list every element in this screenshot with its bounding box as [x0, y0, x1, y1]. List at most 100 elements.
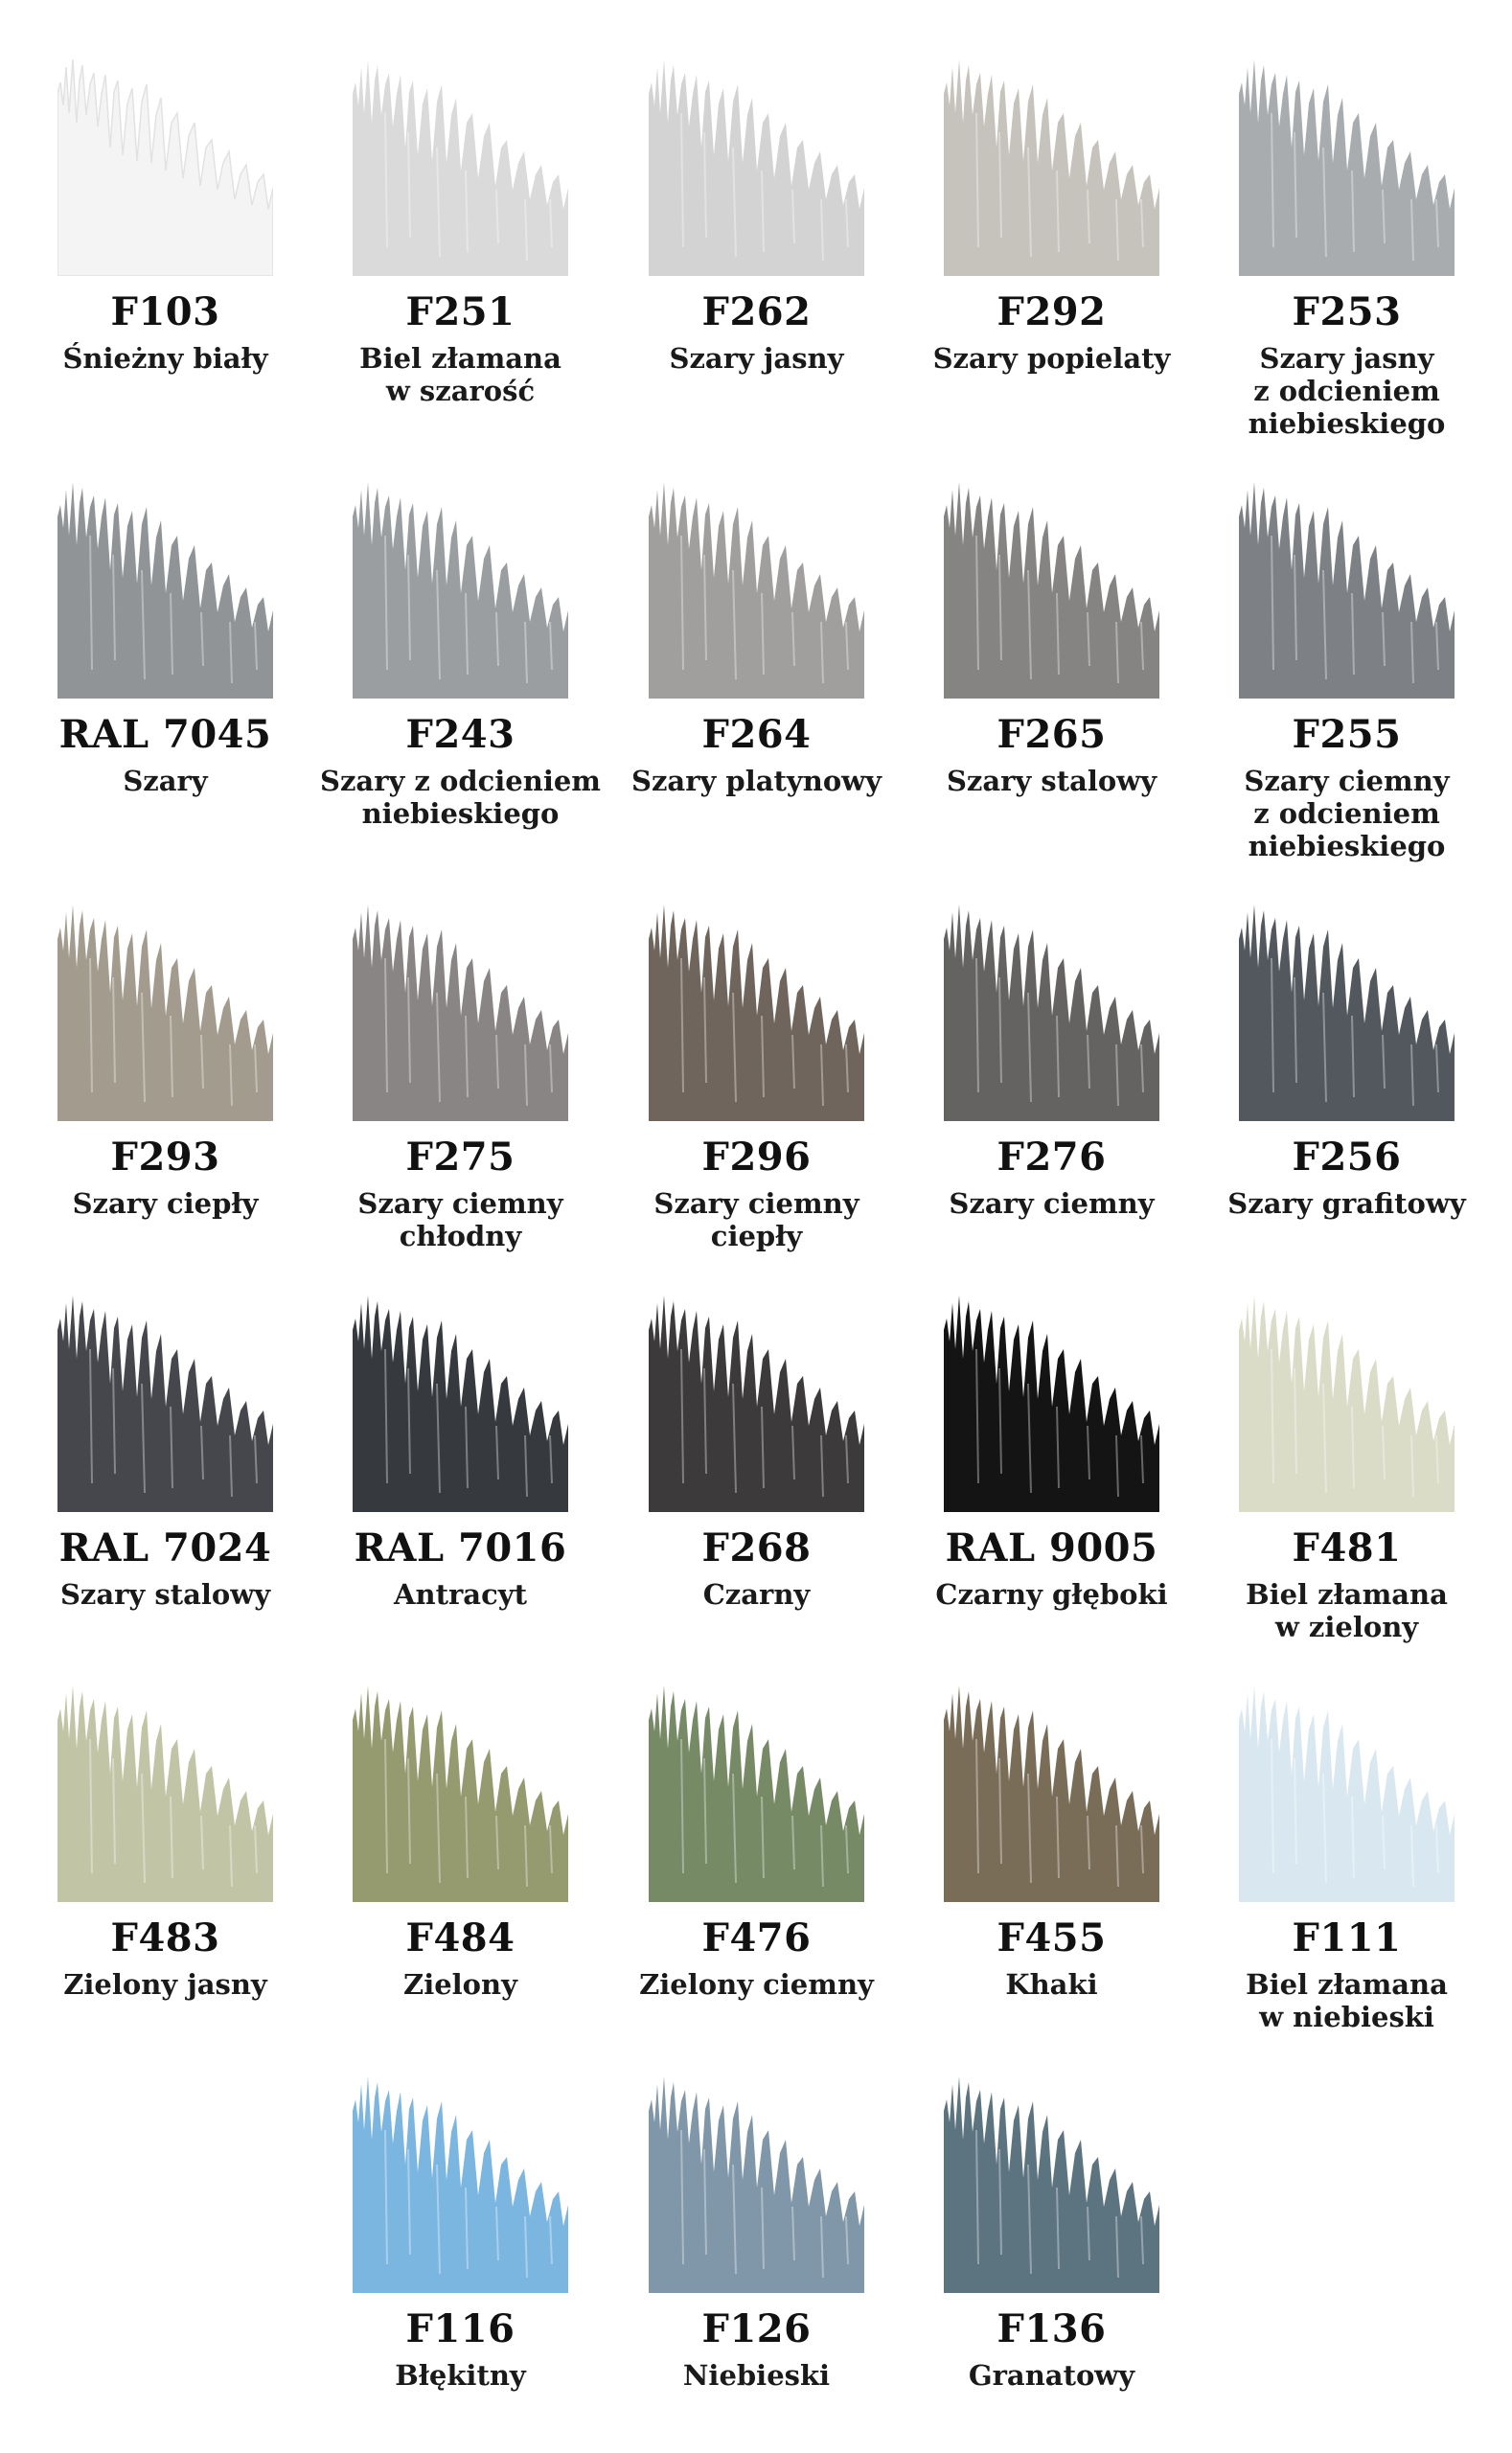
color-name: Biel złamana w zielony — [1246, 1578, 1448, 1643]
color-code: F268 — [701, 1525, 812, 1570]
paint-stroke-icon — [649, 1295, 864, 1512]
color-name: Zielony — [403, 1968, 517, 2001]
paint-stroke-icon — [57, 482, 273, 699]
paint-stroke-icon — [649, 1685, 864, 1902]
color-name: Czarny głęboki — [935, 1578, 1168, 1611]
paint-brush-swatch — [649, 2073, 864, 2293]
paint-stroke-icon — [1239, 905, 1455, 1121]
color-code: F484 — [405, 1915, 515, 1960]
color-name: Szary platynowy — [631, 765, 882, 797]
paint-stroke-icon — [944, 1685, 1159, 1902]
color-code: F476 — [701, 1915, 812, 1960]
paint-stroke-icon — [1239, 59, 1455, 276]
color-name: Czarny — [702, 1578, 811, 1611]
paint-brush-swatch — [353, 1292, 568, 1512]
paint-stroke-icon — [353, 905, 568, 1121]
color-name: Granatowy — [968, 2359, 1135, 2392]
color-code: F265 — [997, 712, 1107, 757]
paint-brush-swatch — [57, 56, 273, 276]
color-code: F103 — [110, 289, 220, 334]
paint-brush-swatch — [1239, 901, 1455, 1121]
color-code: F275 — [405, 1135, 515, 1180]
color-code: F296 — [701, 1135, 812, 1180]
color-code: RAL 7024 — [58, 1525, 272, 1570]
color-name: Szary ciepły — [72, 1187, 259, 1220]
paint-stroke-icon — [1239, 1685, 1455, 1902]
paint-brush-swatch — [353, 478, 568, 699]
color-code: F292 — [997, 289, 1107, 334]
color-name: Szary — [123, 765, 208, 797]
paint-brush-swatch — [649, 478, 864, 699]
color-name: Antracyt — [394, 1578, 527, 1611]
paint-stroke-icon — [57, 905, 273, 1121]
color-code: F483 — [110, 1915, 220, 1960]
color-name: Szary ciemny — [949, 1187, 1155, 1220]
paint-brush-swatch — [944, 901, 1159, 1121]
paint-stroke-icon — [353, 59, 568, 276]
paint-brush-swatch — [944, 56, 1159, 276]
paint-brush-swatch — [57, 478, 273, 699]
paint-brush-swatch — [1239, 1682, 1455, 1902]
paint-stroke-icon — [944, 1295, 1159, 1512]
paint-stroke-icon — [1239, 482, 1455, 699]
color-name: Szary ciemny z odcieniem niebieskiego — [1244, 765, 1450, 862]
color-code: F253 — [1292, 289, 1402, 334]
paint-stroke-icon — [57, 58, 273, 276]
paint-brush-swatch — [1239, 478, 1455, 699]
color-code: F243 — [405, 712, 515, 757]
paint-stroke-icon — [944, 2076, 1159, 2293]
color-code: F251 — [405, 289, 515, 334]
color-name: Szary jasny z odcieniem niebieskiego — [1248, 342, 1446, 440]
paint-brush-swatch — [57, 1292, 273, 1512]
paint-stroke-icon — [57, 1295, 273, 1512]
color-code: F276 — [997, 1135, 1107, 1180]
paint-brush-swatch — [57, 901, 273, 1121]
color-name: Niebieski — [682, 2359, 831, 2392]
paint-stroke-icon — [944, 482, 1159, 699]
paint-stroke-icon — [649, 59, 864, 276]
paint-stroke-icon — [944, 905, 1159, 1121]
paint-brush-swatch — [944, 1292, 1159, 1512]
color-name: Biel złamana w szarość — [359, 342, 561, 407]
color-code: F264 — [701, 712, 812, 757]
paint-stroke-icon — [353, 2076, 568, 2293]
color-code: F293 — [110, 1135, 220, 1180]
color-code: F256 — [1292, 1135, 1402, 1180]
color-code: F126 — [701, 2306, 812, 2351]
color-code: F262 — [701, 289, 812, 334]
color-code: RAL 9005 — [945, 1525, 1158, 1570]
paint-brush-swatch — [649, 1292, 864, 1512]
paint-stroke-icon — [1239, 1295, 1455, 1512]
paint-stroke-icon — [57, 1685, 273, 1902]
color-name: Szary z odcieniem niebieskiego — [320, 765, 601, 830]
paint-brush-swatch — [649, 901, 864, 1121]
paint-brush-swatch — [1239, 56, 1455, 276]
color-name: Szary stalowy — [59, 1578, 271, 1611]
color-name: Szary stalowy — [946, 765, 1157, 797]
color-code: F255 — [1292, 712, 1402, 757]
paint-stroke-icon — [649, 905, 864, 1121]
color-name: Szary ciemny ciepły — [653, 1187, 859, 1252]
color-name: Szary ciemny chłodny — [357, 1187, 563, 1252]
color-code: F455 — [997, 1915, 1107, 1960]
color-name: Błękitny — [395, 2359, 526, 2392]
color-name: Zielony ciemny — [639, 1968, 874, 2001]
color-code: RAL 7045 — [58, 712, 272, 757]
paint-stroke-icon — [649, 2076, 864, 2293]
color-name: Szary grafitowy — [1227, 1187, 1466, 1220]
paint-stroke-icon — [944, 59, 1159, 276]
paint-brush-swatch — [353, 901, 568, 1121]
paint-stroke-icon — [353, 482, 568, 699]
paint-brush-swatch — [1239, 1292, 1455, 1512]
paint-brush-swatch — [944, 478, 1159, 699]
color-code: F111 — [1292, 1915, 1402, 1960]
color-code: F116 — [405, 2306, 515, 2351]
color-name: Szary jasny — [669, 342, 844, 375]
color-name: Szary popielaty — [932, 342, 1171, 375]
color-code: F481 — [1292, 1525, 1402, 1570]
color-name: Zielony jasny — [63, 1968, 267, 2001]
color-code: RAL 7016 — [354, 1525, 567, 1570]
paint-brush-swatch — [353, 56, 568, 276]
color-code: F136 — [997, 2306, 1107, 2351]
